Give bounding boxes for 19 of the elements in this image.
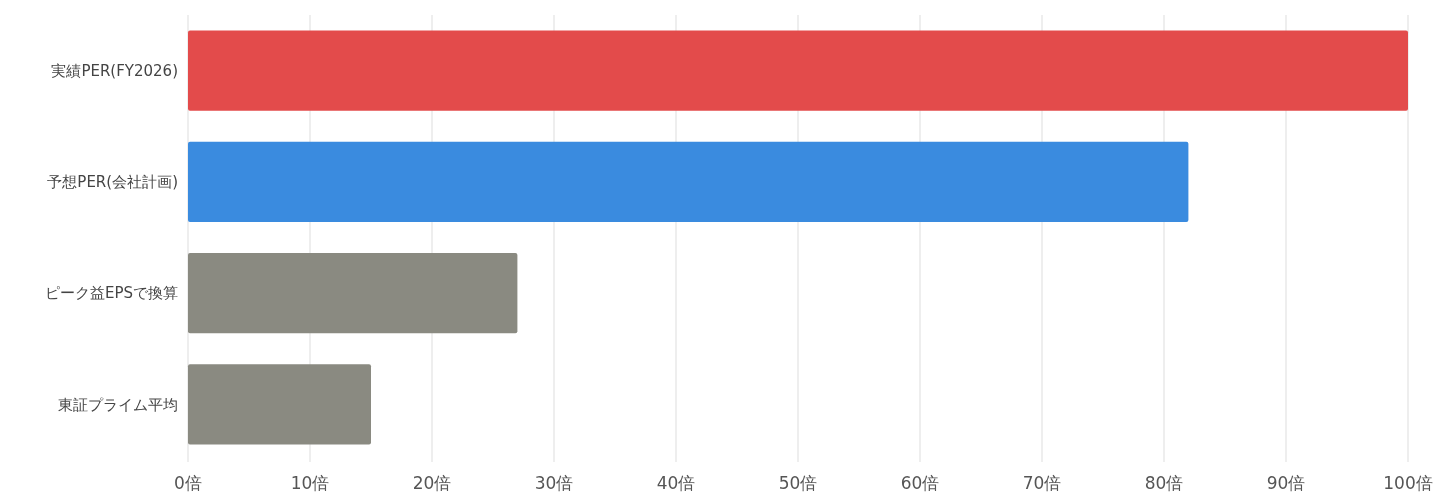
x-tick-label: 20倍 (412, 473, 452, 493)
bar (188, 364, 371, 445)
y-tick-label: 東証プライム平均 (58, 395, 178, 414)
bar (188, 30, 1408, 111)
x-tick-label: 0倍 (174, 473, 202, 493)
bar (188, 141, 1189, 222)
x-tick-label: 40倍 (656, 473, 696, 493)
x-tick-label: 70倍 (1022, 473, 1062, 493)
x-tick-label: 80倍 (1144, 473, 1184, 493)
x-tick-label: 60倍 (900, 473, 940, 493)
x-tick-label: 30倍 (534, 473, 574, 493)
x-tick-label: 10倍 (290, 473, 330, 493)
bar (188, 253, 518, 334)
y-tick-label: 予想PER(会社計画) (47, 173, 178, 192)
y-tick-label: ピーク益EPSで換算 (44, 284, 178, 303)
y-tick-label: 実績PER(FY2026) (51, 61, 178, 80)
x-tick-label: 100倍 (1383, 473, 1433, 493)
x-tick-label: 90倍 (1266, 473, 1306, 493)
x-tick-label: 50倍 (778, 473, 818, 493)
